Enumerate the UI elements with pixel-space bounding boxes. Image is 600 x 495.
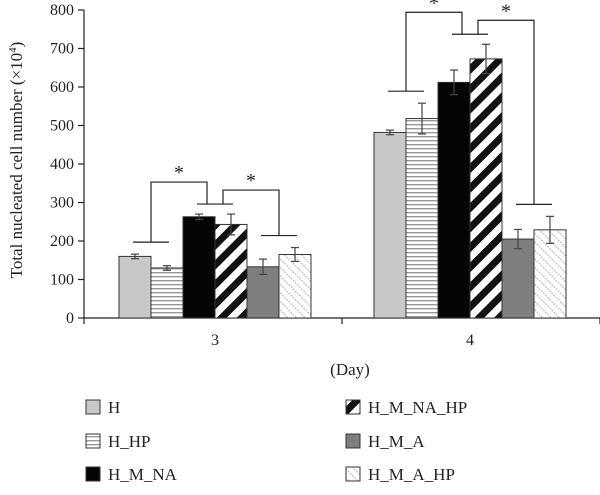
bar: [118, 255, 152, 319]
significance-bracket: [405, 11, 463, 92]
bar: [373, 131, 407, 319]
legend: H H_HP H_M_NA H_M_NA_HP H_M_A H_M_A_HP: [85, 398, 467, 484]
legend-swatch: [345, 466, 361, 482]
bar: [278, 253, 312, 319]
legend-label: H_M_NA: [108, 465, 178, 484]
y-axis-label-main: Total nucleated cell number (×10: [7, 53, 26, 279]
bar: [405, 118, 439, 319]
bar: [182, 216, 216, 319]
y-tick-label: 700: [50, 41, 74, 58]
bar: [533, 229, 567, 319]
y-tick-label: 500: [50, 118, 74, 135]
legend-swatch: [345, 433, 361, 449]
significance-star: *: [501, 0, 511, 22]
significance-star: *: [246, 170, 256, 192]
significance-bracket: [222, 189, 280, 236]
legend-swatch: [345, 399, 361, 415]
significance-bracket: [477, 19, 535, 205]
y-tick-label: 0: [66, 310, 74, 327]
y-axis-label-superscript: 4: [7, 47, 19, 53]
y-tick-label: 300: [50, 195, 74, 212]
y-tick-label: 600: [50, 79, 74, 96]
x-tick-label: 4: [466, 332, 474, 349]
legend-label: H_HP: [108, 432, 151, 451]
x-axis-label: (Day): [330, 360, 370, 379]
y-tick-label: 200: [50, 233, 74, 250]
bar: [469, 58, 503, 319]
legend-label: H_M_A: [368, 432, 425, 451]
bar: [214, 223, 248, 319]
y-tick-label: 400: [50, 156, 74, 173]
y-axis-label-suffix: ): [7, 42, 26, 48]
significance-star: *: [429, 0, 439, 14]
legend-label: H_M_NA_HP: [368, 398, 467, 417]
significance-star: *: [174, 162, 184, 184]
y-tick-label: 100: [50, 272, 74, 289]
legend-label: H_M_A_HP: [368, 465, 455, 484]
legend-swatch: [85, 466, 101, 482]
legend-label: H: [108, 398, 120, 417]
x-tick-label: 3: [211, 332, 219, 349]
y-axis-label: Total nucleated cell number (×104): [7, 42, 26, 279]
legend-swatch: [85, 399, 101, 415]
bar: [437, 81, 471, 319]
y-tick-label: 800: [50, 2, 74, 19]
bar: [150, 267, 184, 319]
bar: [501, 238, 535, 319]
legend-swatch: [85, 433, 101, 449]
significance-bracket: [150, 181, 208, 243]
plot-area: 0 100 200 300 400 500 600 700 800 3 4 * * * *: [50, 0, 600, 349]
